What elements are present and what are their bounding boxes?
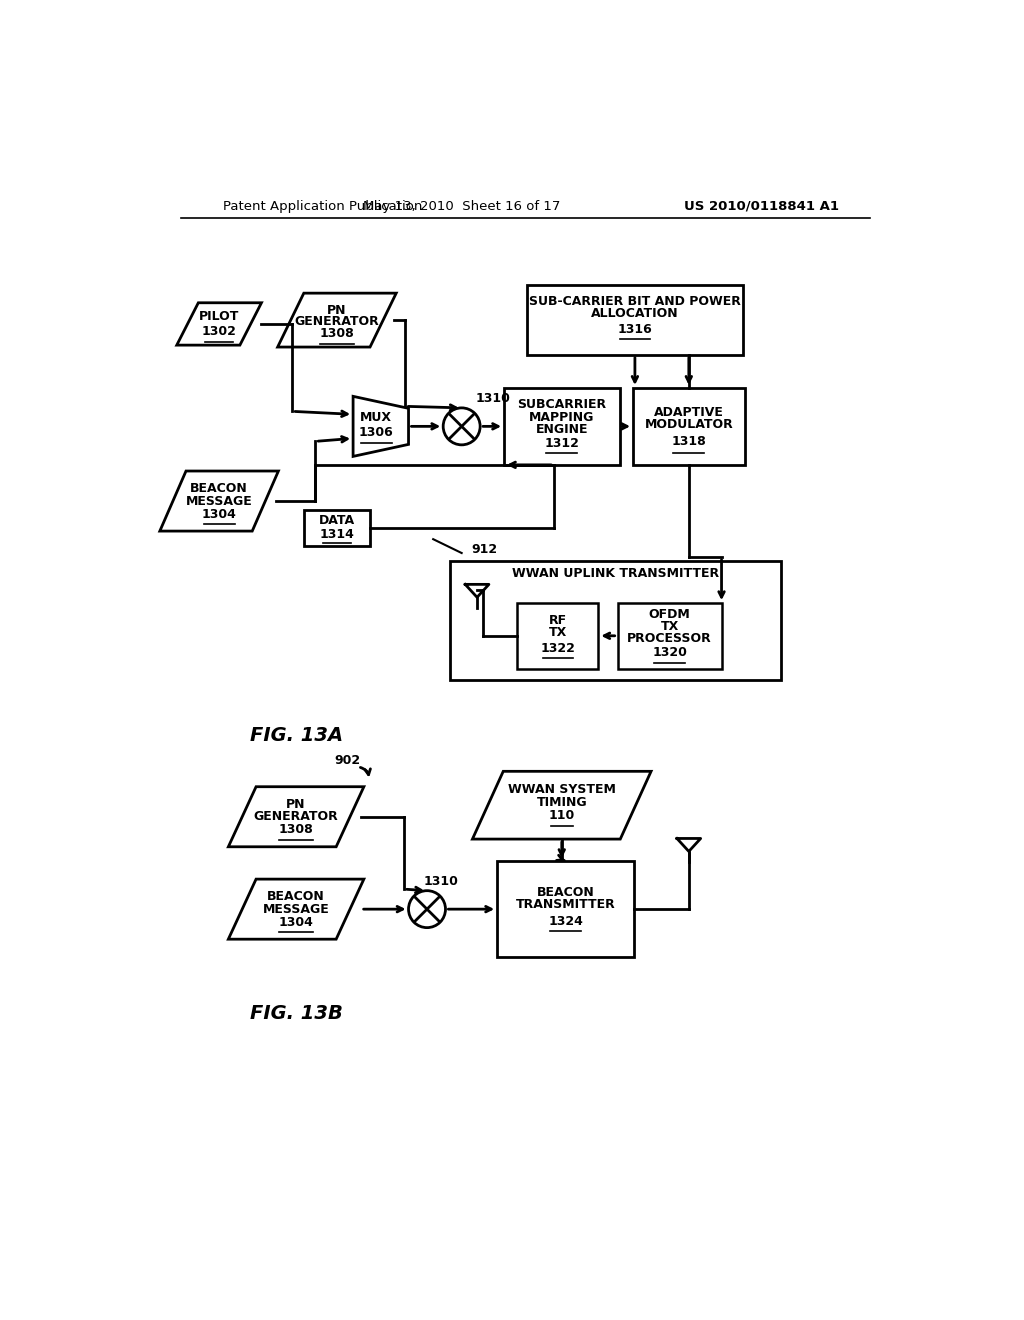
Text: 1310: 1310 [475,392,510,405]
Text: ENGINE: ENGINE [536,422,588,436]
Text: 1308: 1308 [319,327,354,341]
Polygon shape [353,396,409,457]
Text: TRANSMITTER: TRANSMITTER [516,898,615,911]
Text: RF: RF [549,614,567,627]
Bar [504,388,620,465]
Text: 902: 902 [335,754,360,767]
Text: 1320: 1320 [652,647,687,659]
Polygon shape [472,771,651,840]
Text: BEACON: BEACON [190,482,248,495]
Text: ADAPTIVE: ADAPTIVE [654,407,724,418]
Text: BEACON: BEACON [267,890,325,903]
Text: 1306: 1306 [358,426,393,440]
Bar [304,510,370,546]
Text: PROCESSOR: PROCESSOR [627,632,712,645]
Text: DATA: DATA [318,513,355,527]
Text: PILOT: PILOT [199,310,240,323]
Text: 1308: 1308 [279,824,313,837]
Text: TIMING: TIMING [537,796,587,809]
Text: 1324: 1324 [548,915,583,928]
Text: 1316: 1316 [617,323,652,335]
Polygon shape [160,471,279,531]
Text: 110: 110 [549,809,574,822]
Text: 1312: 1312 [545,437,580,450]
Text: US 2010/0118841 A1: US 2010/0118841 A1 [684,199,840,213]
Text: MESSAGE: MESSAGE [185,495,253,508]
Text: PN: PN [287,797,306,810]
Text: FIG. 13B: FIG. 13B [250,1003,343,1023]
Text: PN: PN [328,305,347,317]
Text: 1314: 1314 [319,528,354,541]
Circle shape [409,891,445,928]
Text: WWAN UPLINK TRANSMITTER: WWAN UPLINK TRANSMITTER [512,566,719,579]
Text: 1310: 1310 [423,875,458,888]
Text: SUBCARRIER: SUBCARRIER [517,399,606,412]
Bar [517,603,598,668]
Text: 1322: 1322 [541,642,575,655]
Polygon shape [278,293,396,347]
Polygon shape [228,879,364,940]
Bar [633,388,744,465]
Text: 1318: 1318 [672,436,707,449]
Text: Patent Application Publication: Patent Application Publication [223,199,422,213]
Text: 1304: 1304 [279,916,313,929]
Text: FIG. 13A: FIG. 13A [250,726,343,746]
Bar [527,285,742,355]
Bar [617,603,722,668]
Text: BEACON: BEACON [537,886,595,899]
Bar [451,561,781,680]
Text: GENERATOR: GENERATOR [254,810,339,824]
Bar [497,861,634,957]
Text: MESSAGE: MESSAGE [263,903,330,916]
Text: MUX: MUX [360,411,392,424]
Text: 912: 912 [472,544,498,557]
Text: MODULATOR: MODULATOR [644,418,733,432]
Circle shape [443,408,480,445]
Text: May 13, 2010  Sheet 16 of 17: May 13, 2010 Sheet 16 of 17 [362,199,560,213]
Text: OFDM: OFDM [648,607,690,620]
Text: MAPPING: MAPPING [529,411,595,424]
Text: ALLOCATION: ALLOCATION [591,308,679,321]
Text: 1304: 1304 [202,508,237,520]
Text: SUB-CARRIER BIT AND POWER: SUB-CARRIER BIT AND POWER [529,296,740,308]
Text: 1302: 1302 [202,325,237,338]
Text: WWAN SYSTEM: WWAN SYSTEM [508,783,615,796]
Text: GENERATOR: GENERATOR [295,315,379,329]
Text: TX: TX [549,626,567,639]
Polygon shape [228,787,364,847]
Polygon shape [177,302,261,345]
Text: TX: TX [660,620,679,634]
